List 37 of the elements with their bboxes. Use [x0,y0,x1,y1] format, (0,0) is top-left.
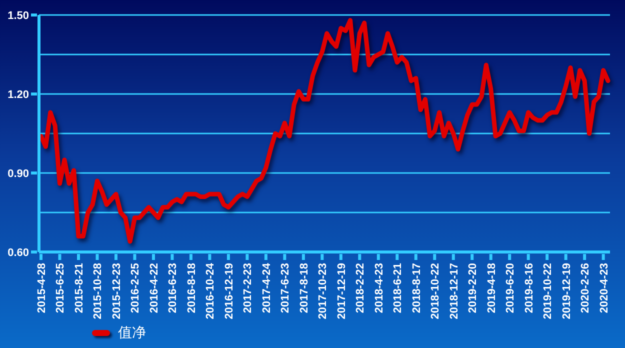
y-tick-label: 1.50 [8,10,29,22]
x-tick-label: 2015-10-28 [92,263,104,320]
x-tick-label: 2016-8-18 [186,263,198,314]
legend-label: 值净 [118,324,146,342]
x-tick-label: 2018-12-17 [448,263,460,320]
x-tick-label: 2017-4-24 [260,262,273,314]
x-tick-label: 2017-12-19 [336,263,348,320]
x-tick-label: 2016-2-25 [130,263,142,314]
x-tick-label: 2017-2-23 [242,263,254,314]
y-tick-label: 1.20 [8,89,29,101]
x-tick-label: 2018-2-22 [354,263,367,314]
x-tick-label: 2017-8-18 [298,263,310,314]
x-tick-label: 2016-10-24 [204,262,217,320]
x-tick-label: 2017-6-23 [280,263,292,314]
x-tick-label: 2018-4-23 [373,263,386,314]
y-tick-label: 0.90 [8,168,29,180]
x-tick-label: 2015-8-21 [73,263,86,314]
x-tick-label: 2015-4-28 [36,263,48,314]
x-tick-label: 2019-12-19 [560,263,573,320]
x-tick-label: 2016-4-22 [148,263,160,314]
x-tick-label: 2019-10-22 [542,263,554,320]
line-series [38,18,610,244]
x-tick-label: 2019-4-18 [486,263,498,314]
x-tick-label: 2015-12-23 [110,263,123,320]
x-tick-label: 2020-2-26 [580,263,592,314]
x-tick-label: 2017-10-23 [317,263,330,320]
x-tick-label: 2018-10-22 [430,263,442,320]
x-tick-label: 2019-6-20 [504,263,517,314]
x-tick-label: 2019-8-16 [523,263,536,314]
x-tick-label: 2015-6-25 [54,263,67,314]
x-tick-label: 2020-4-23 [598,263,610,314]
x-tick-label: 2016-12-19 [223,263,236,320]
x-tick-label: 2019-2-20 [467,263,480,314]
x-tick-label: 2018-6-21 [392,263,404,314]
x-tick-label: 2016-6-23 [167,263,180,314]
x-tick-label: 2018-8-17 [410,263,423,314]
y-tick-label: 0.60 [8,247,29,259]
